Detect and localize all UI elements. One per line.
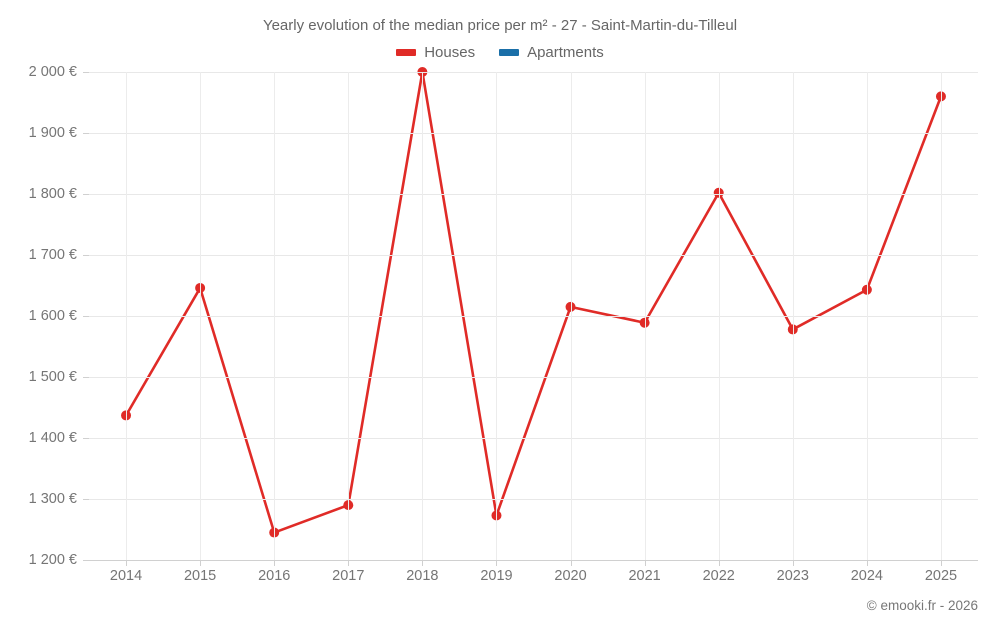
x-axis-tick [644,560,646,566]
legend-item-label: Apartments [527,44,604,61]
y-axis-label: 1 200 € [28,552,77,568]
x-axis-label: 2016 [258,568,291,584]
gridline-vertical [348,72,350,560]
gridline-vertical [274,72,276,560]
y-axis-tick [83,133,89,134]
x-axis-tick [496,560,498,566]
gridline-vertical [422,72,424,560]
x-axis-tick [274,560,276,566]
x-axis-line [89,560,978,561]
gridline-horizontal [89,72,978,73]
x-axis-label: 2014 [109,568,143,584]
y-axis-label: 1 300 € [28,491,77,507]
gridline-horizontal [89,194,978,195]
y-axis-label: 1 900 € [28,125,77,141]
y-axis-tick [83,499,89,500]
legend-item-houses[interactable]: Houses [396,45,475,60]
x-axis-tick [718,560,720,566]
x-axis-label: 2019 [480,568,513,584]
x-axis-label: 2015 [183,568,217,584]
x-axis-label: 2024 [850,568,884,584]
y-axis-tick [83,438,89,439]
plot-area [89,67,978,560]
x-axis-label: 2025 [924,568,958,584]
y-axis-label: 1 400 € [28,430,77,446]
y-axis-tick [83,316,89,317]
x-axis-label: 2017 [332,568,365,584]
x-axis-tick [940,560,942,566]
y-axis-tick [83,377,89,378]
footer-copyright: © emooki.fr - 2026 [866,598,978,613]
x-axis-label: 2020 [554,568,587,584]
gridline-vertical [570,72,572,560]
gridline-horizontal [89,438,978,439]
y-axis-label: 1 700 € [28,247,77,263]
gridline-horizontal [89,316,978,317]
gridline-vertical [200,72,202,560]
y-axis-label: 1 500 € [28,369,77,385]
x-axis-tick [792,560,794,566]
legend-swatch-icon [499,49,520,56]
series-line-houses [124,70,943,534]
x-axis-tick [570,560,572,566]
gridline-vertical [718,72,720,560]
x-axis-tick [866,560,868,566]
gridline-vertical [126,72,128,560]
legend-swatch-icon [396,49,417,56]
x-axis-tick [200,560,202,566]
y-axis-tick [83,194,89,195]
x-axis-label: 2018 [406,568,439,584]
y-axis-label: 2 000 € [28,64,77,80]
gridline-horizontal [89,499,978,500]
x-axis-tick [422,560,424,566]
y-axis-tick [83,72,89,73]
gridline-horizontal [89,377,978,378]
chart-title: Yearly evolution of the median price per… [262,17,738,34]
x-axis-tick [348,560,350,566]
x-axis-label: 2021 [628,568,661,584]
gridline-vertical [644,72,646,560]
gridline-horizontal [89,255,978,256]
chart-legend: Houses Apartments [0,45,1000,60]
x-axis-tick [126,560,128,566]
legend-item-label: Houses [424,44,476,61]
gridline-vertical [496,72,498,560]
y-axis-label: 1 600 € [28,308,77,324]
x-axis-label: 2022 [702,568,735,584]
y-axis-tick [83,255,89,256]
gridline-vertical [940,72,942,560]
gridline-vertical [792,72,794,560]
gridline-vertical [866,72,868,560]
y-axis-label: 1 800 € [28,186,77,202]
y-axis-tick [83,560,89,561]
x-axis-label: 2023 [776,568,809,584]
gridline-horizontal [89,133,978,134]
legend-item-apartments[interactable]: Apartments [499,45,604,60]
